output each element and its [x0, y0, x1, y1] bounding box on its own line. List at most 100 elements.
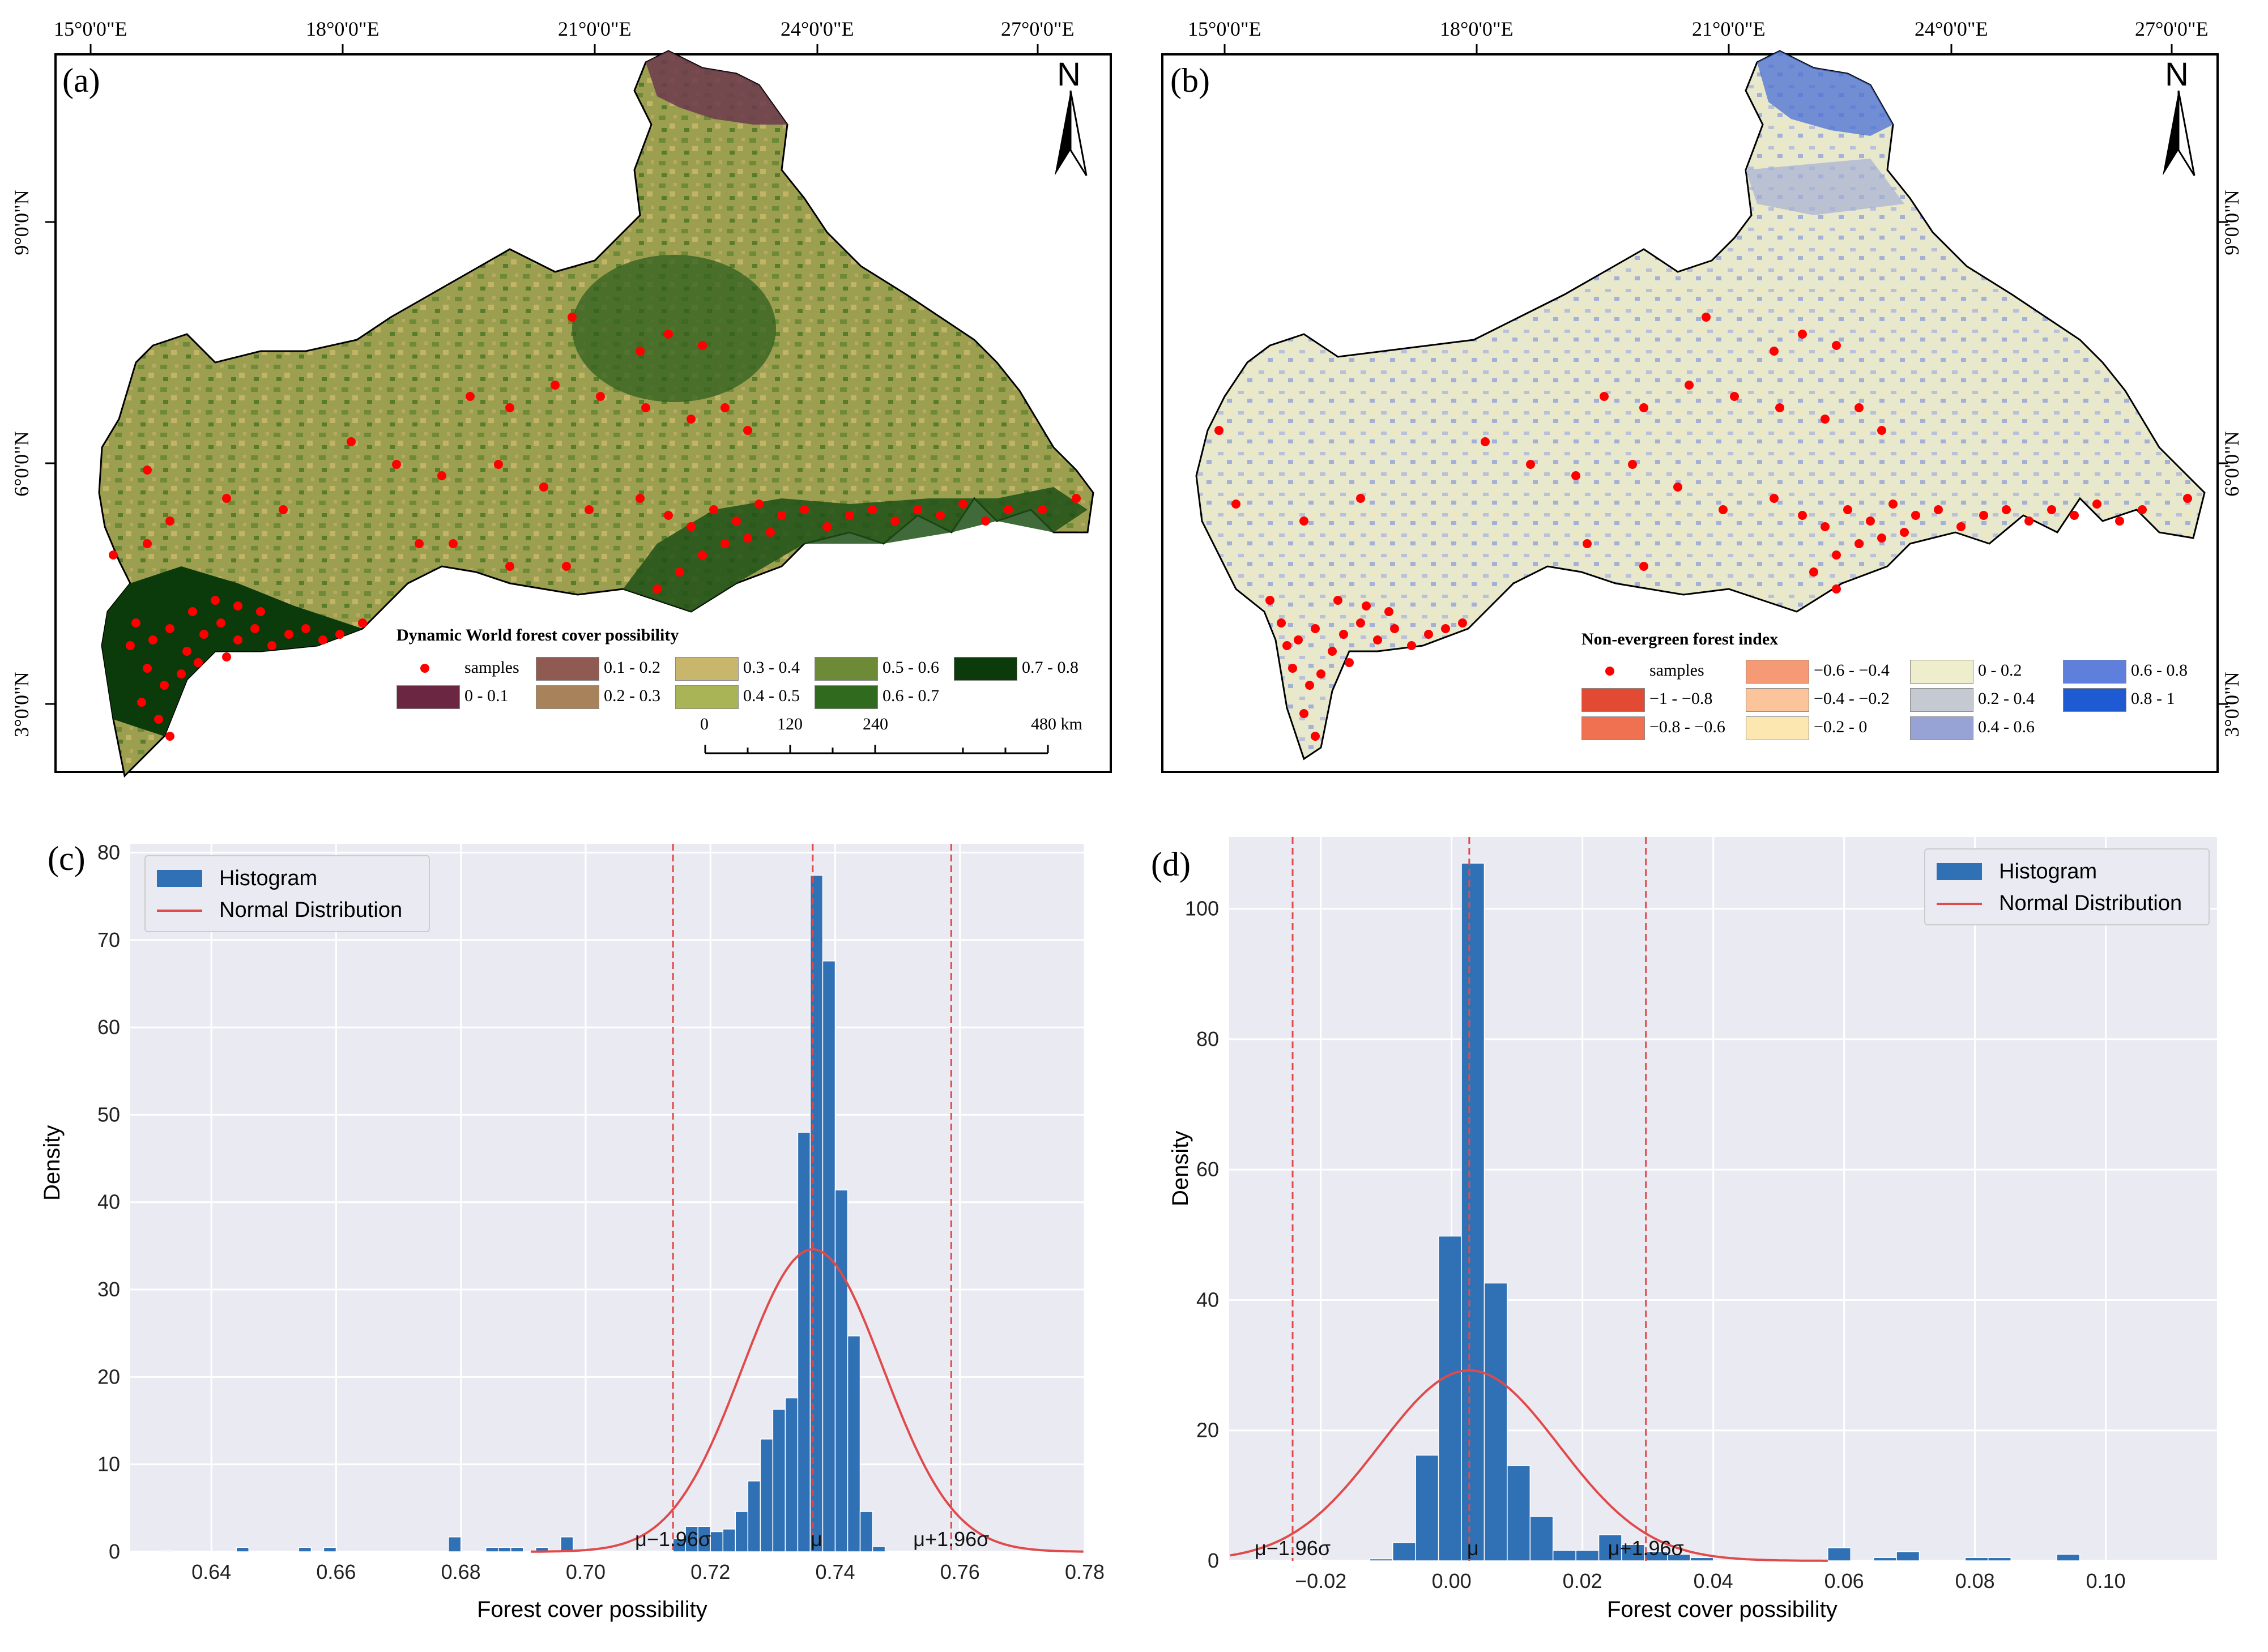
- x-tick-label: 0.64: [191, 1560, 231, 1583]
- histogram-bar: [161, 1550, 174, 1552]
- y-tick-label: 60: [97, 1015, 120, 1039]
- scale-label: 120: [777, 715, 803, 733]
- legend-swatch: [2063, 660, 2126, 684]
- stat-vline-label: μ: [811, 1527, 822, 1551]
- y-tick-label: 50: [97, 1103, 120, 1126]
- chart-d-svg: −0.02 0.00 0.02 0.04 0.06 0.08 0.10 0 20 40 60 80 10…: [1185, 837, 2217, 1593]
- x-tick-label: 0.78: [1065, 1560, 1105, 1583]
- x-tick-label: 0.66: [316, 1560, 356, 1583]
- chart-c-xlabel: Forest cover possibility: [477, 1597, 707, 1622]
- legend-label: 0 - 0.1: [464, 686, 509, 705]
- legend-label: samples: [1649, 661, 1704, 680]
- histogram-bar: [785, 1397, 799, 1552]
- plot-area: [130, 844, 1085, 1552]
- legend-item: −0.2 - 0: [1746, 716, 1904, 740]
- map-b-lon-tick: 18°0'0"E: [1440, 18, 1514, 40]
- histogram-bar: [1392, 1542, 1416, 1561]
- legend-swatch: [1581, 688, 1645, 712]
- legend-label: 0.7 - 0.8: [1022, 658, 1078, 677]
- histogram-bar: [485, 1547, 499, 1552]
- map-b-legend: samples −1 - −0.8 −0.8 - −0.6 −0.6 - −0.…: [1581, 660, 2210, 745]
- y-tick-label: 30: [97, 1278, 120, 1301]
- histogram-bar: [1369, 1558, 1393, 1561]
- y-tick-label: 0: [109, 1540, 120, 1563]
- legend-label: −0.4 - −0.2: [1814, 689, 1890, 708]
- map-b-lat-tick: 9°0'0"N: [2220, 190, 2243, 255]
- legend-label: −0.2 - 0: [1814, 718, 1868, 736]
- legend-histogram-label: Histogram: [1999, 860, 2098, 883]
- histogram-bar: [298, 1547, 312, 1552]
- map-b-lon-tick: 21°0'0"E: [1692, 18, 1766, 40]
- legend-item: 0.8 - 1: [2063, 688, 2210, 712]
- legend-item: −0.4 - −0.2: [1746, 688, 1904, 712]
- stat-vline-label: μ: [1467, 1536, 1479, 1560]
- scale-label: 480 km: [1031, 715, 1082, 733]
- histogram-bar: [747, 1480, 761, 1552]
- legend-label: 0.4 - 0.5: [743, 686, 800, 705]
- y-tick-label: 60: [1196, 1158, 1219, 1181]
- legend-swatch: [954, 657, 1017, 681]
- map-a-legend: samples 0 - 0.1 0.1 - 0.2 0.2 - 0.3 0.3 …: [397, 657, 1105, 719]
- legend-label: 0.2 - 0.4: [1978, 689, 2035, 708]
- histogram-bar: [1438, 1235, 1462, 1561]
- scale-label: 0: [700, 715, 709, 733]
- legend-normal-line: [1937, 903, 1982, 905]
- legend-histogram-swatch: [157, 870, 202, 887]
- histogram-bar: [847, 1335, 861, 1552]
- panel-d-chart: −0.02 0.00 0.02 0.04 0.06 0.08 0.10 0 20 40 60 80 10…: [1134, 816, 2268, 1652]
- y-tick-label: 70: [97, 928, 120, 951]
- histogram-bar: [859, 1511, 873, 1552]
- legend-label: 0.2 - 0.3: [604, 686, 660, 705]
- histogram-bar: [498, 1547, 511, 1552]
- map-a-lat-tick: 9°0'0"N: [10, 190, 33, 255]
- map-a-samples: [109, 313, 1081, 741]
- map-b-north-label: N: [2165, 56, 2189, 93]
- histogram-bar: [1507, 1465, 1531, 1561]
- panel-b-label: (b): [1170, 62, 1210, 99]
- map-a-lat-tick: 3°0'0"N: [10, 672, 33, 737]
- legend-label: 0.1 - 0.2: [604, 658, 660, 677]
- legend-item: 0.5 - 0.6: [815, 657, 950, 681]
- legend-label: 0.3 - 0.4: [743, 658, 800, 677]
- legend-swatch: [675, 657, 739, 681]
- x-tick-label: 0.72: [690, 1560, 730, 1583]
- legend-swatch: [536, 657, 599, 681]
- map-b-legend-title: Non-evergreen forest index: [1581, 630, 1779, 648]
- histogram-bar: [1552, 1549, 1576, 1561]
- legend-swatch: [815, 685, 878, 709]
- histogram-bar: [834, 1189, 849, 1552]
- histogram-bar: [772, 1408, 786, 1552]
- panel-b-map: (b) N 15°0'0"E 18°0'0"E 21°0'0"E 24°0'0"…: [1134, 0, 2268, 787]
- legend-item: 0.1 - 0.2: [536, 657, 672, 681]
- x-tick-label: −0.02: [1295, 1569, 1346, 1593]
- legend-item: 0.4 - 0.5: [675, 685, 811, 709]
- legend-label: −0.8 - −0.6: [1649, 718, 1725, 736]
- legend-histogram-label: Histogram: [219, 866, 318, 890]
- histogram-bar: [1896, 1551, 1920, 1561]
- x-tick-label: 0.68: [441, 1560, 481, 1583]
- legend-item: −0.8 - −0.6: [1581, 716, 1740, 740]
- map-b-country: [1195, 50, 2206, 761]
- x-tick-label: 0.74: [815, 1560, 855, 1583]
- y-tick-label: 40: [1196, 1288, 1219, 1311]
- y-tick-label: 10: [97, 1453, 120, 1476]
- legend-normal-label: Normal Distribution: [219, 898, 403, 922]
- map-b-lon-tick: 27°0'0"E: [2135, 18, 2209, 40]
- legend-item: 0.4 - 0.6: [1910, 716, 2057, 740]
- histogram-bar: [760, 1438, 774, 1552]
- legend-swatch: [1910, 716, 1973, 740]
- histogram-bar: [1575, 1549, 1600, 1561]
- map-a-lat-tick: 6°0'0"N: [10, 431, 33, 497]
- legend-swatch: [815, 657, 878, 681]
- legend-swatch: [1910, 688, 1973, 712]
- legend-item: 0.7 - 0.8: [954, 657, 1101, 681]
- panel-a-map: (a) N 15°0'0"E 18°0'0"E 21°0'0"E 24°0'0"…: [0, 0, 1134, 787]
- x-tick-label: 0.00: [1432, 1569, 1472, 1593]
- map-b-lat-tick: 3°0'0"N: [2220, 672, 2243, 737]
- legend-swatch: [536, 685, 599, 709]
- histogram-bar: [1621, 1544, 1645, 1561]
- map-a-svg: [45, 44, 1112, 778]
- map-b-lat-tick: 6°0'0"N: [2220, 431, 2243, 497]
- legend-item-samples: samples: [1581, 660, 1740, 682]
- histogram-bar: [797, 1132, 811, 1552]
